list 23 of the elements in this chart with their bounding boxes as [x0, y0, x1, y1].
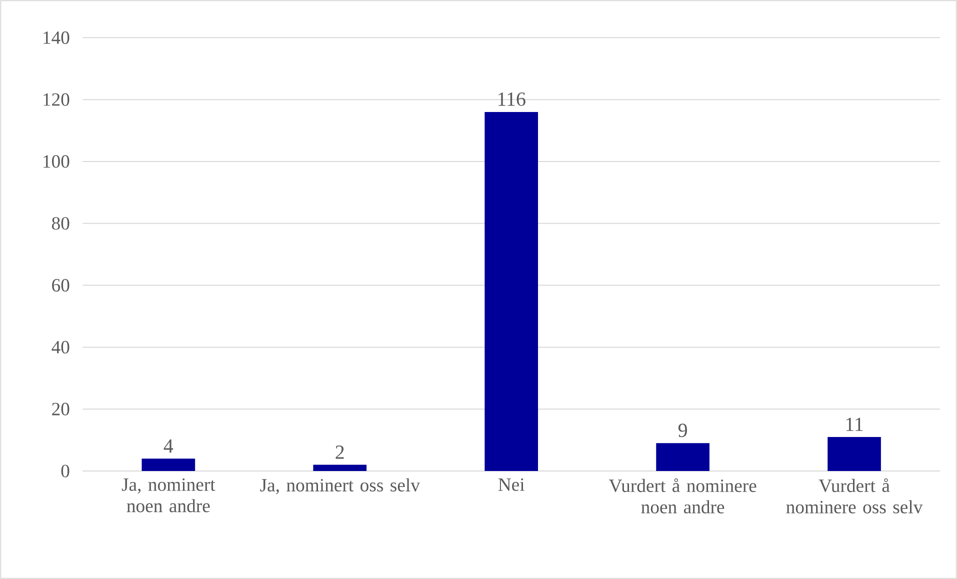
data-label: 9 — [678, 424, 687, 438]
y-tick-label: 100 — [44, 155, 70, 168]
bar — [313, 464, 367, 471]
data-label: 11 — [846, 418, 863, 431]
y-tick-label: 80 — [52, 217, 70, 230]
x-tick-label: Vurdert å nominere oss selv — [786, 478, 923, 514]
x-tick-label: Ja, nominert noen andre — [122, 478, 216, 512]
data-label: 2 — [336, 446, 344, 459]
x-tick-label: Nei — [498, 478, 524, 491]
bar — [656, 443, 710, 471]
x-tick-label: Vurdert å nominere noen andre — [608, 478, 756, 514]
bar — [828, 436, 881, 471]
x-tick-label: Ja, nominert oss selv — [260, 478, 420, 494]
y-tick-label: 0 — [61, 464, 70, 478]
y-tick-label: 120 — [44, 93, 70, 106]
y-tick-label: 140 — [44, 31, 70, 44]
y-tick-label: 40 — [52, 340, 70, 354]
y-tick-label: 60 — [52, 278, 70, 292]
bar — [142, 458, 196, 471]
data-label: 4 — [164, 439, 174, 453]
data-label: 116 — [498, 92, 526, 106]
bar — [484, 112, 538, 471]
y-tick-label: 20 — [52, 402, 70, 416]
